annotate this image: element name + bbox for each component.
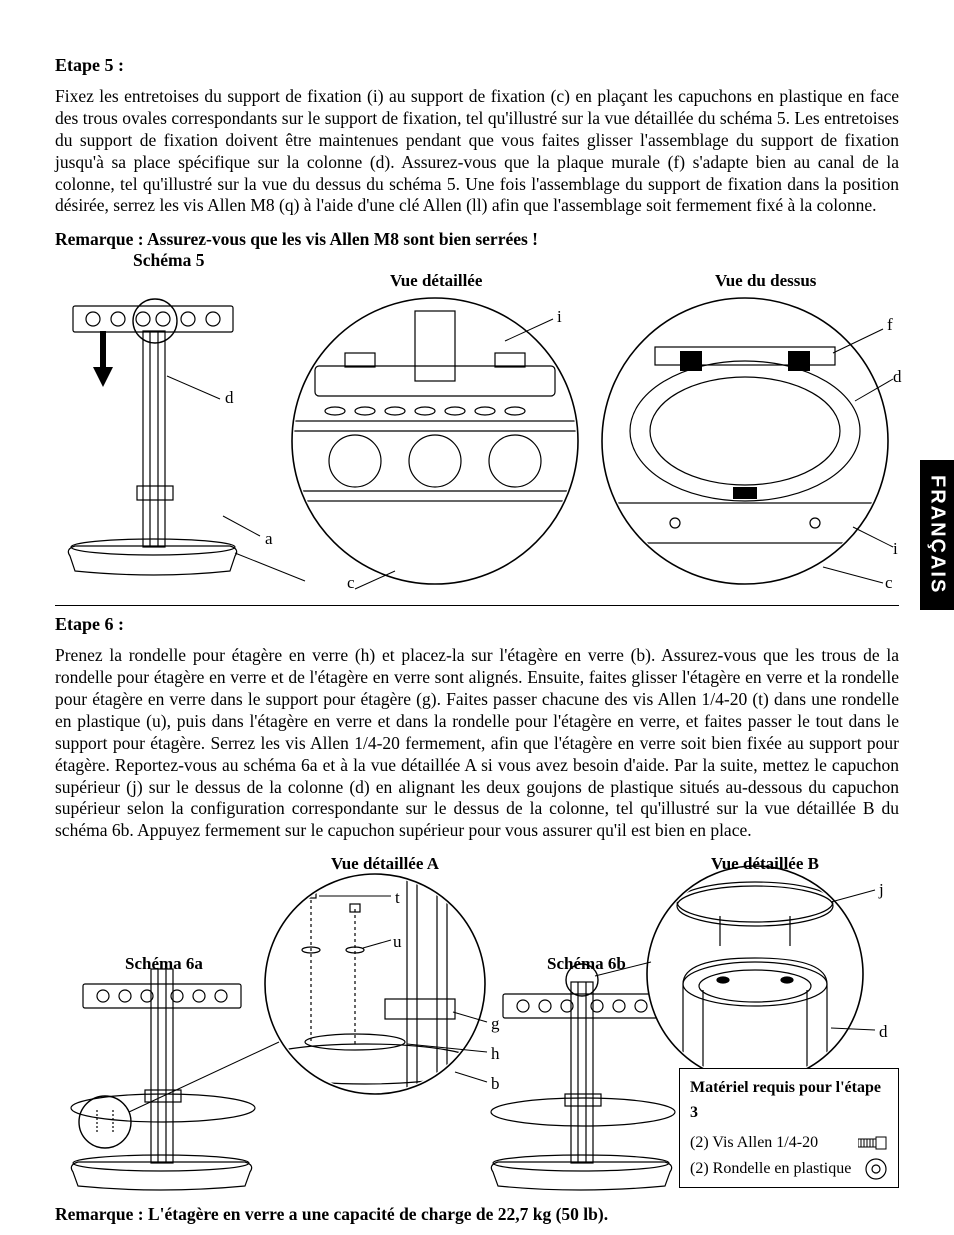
figure-5: Vue détaillée Vue du dessus: [55, 271, 899, 601]
hardware-row-2: (2) Rondelle en plastique: [690, 1156, 888, 1182]
hw-row1-text: (2) Vis Allen 1/4-20: [690, 1130, 818, 1156]
callout-t: t: [395, 888, 400, 908]
washer-icon: [864, 1156, 888, 1182]
hardware-row-1: (2) Vis Allen 1/4-20: [690, 1130, 888, 1156]
schema6b-label: Schéma 6b: [547, 954, 626, 974]
step5-note: Remarque : Assurez-vous que les vis Alle…: [55, 229, 899, 250]
schema5-label: Schéma 5: [133, 250, 899, 271]
language-tab-text: FRANÇAIS: [926, 475, 949, 594]
callout-i-mid: i: [557, 307, 562, 327]
hardware-box: Matériel requis pour l'étape 3 (2) Vis A…: [679, 1068, 899, 1188]
callout-d: d: [879, 1022, 888, 1042]
detail-label: Vue détaillée: [390, 271, 482, 291]
callout-h: h: [491, 1044, 500, 1064]
callout-d-right: d: [893, 367, 902, 387]
step5-body: Fixez les entretoises du support de fixa…: [55, 86, 899, 217]
detailA-label: Vue détaillée A: [331, 854, 439, 874]
callout-d-left: d: [225, 388, 234, 408]
step6-final-note: Remarque : L'étagère en verre a une capa…: [55, 1204, 899, 1225]
top-view-label: Vue du dessus: [715, 271, 816, 291]
screw-icon: [858, 1130, 888, 1156]
hw-row2-text: (2) Rondelle en plastique: [690, 1156, 851, 1182]
callout-i-right: i: [893, 539, 898, 559]
callout-g: g: [491, 1014, 500, 1034]
divider: [55, 605, 899, 606]
callout-f: f: [887, 315, 893, 335]
schema6a-label: Schéma 6a: [125, 954, 203, 974]
detailB-label: Vue détaillée B: [711, 854, 819, 874]
language-tab: FRANÇAIS: [920, 460, 954, 610]
callout-b: b: [491, 1074, 500, 1094]
figure5-svg: [55, 271, 899, 591]
step5-heading: Etape 5 :: [55, 55, 899, 76]
hardware-title: Matériel requis pour l'étape 3: [690, 1075, 888, 1126]
callout-c-left: c: [347, 573, 355, 593]
callout-j: j: [879, 880, 884, 900]
callout-c-right: c: [885, 573, 893, 593]
step6-heading: Etape 6 :: [55, 614, 899, 635]
figure-6: Vue détaillée A Vue détaillée B Schéma 6…: [55, 854, 899, 1194]
step6-body: Prenez la rondelle pour étagère en verre…: [55, 645, 899, 842]
callout-u: u: [393, 932, 402, 952]
callout-a: a: [265, 529, 273, 549]
